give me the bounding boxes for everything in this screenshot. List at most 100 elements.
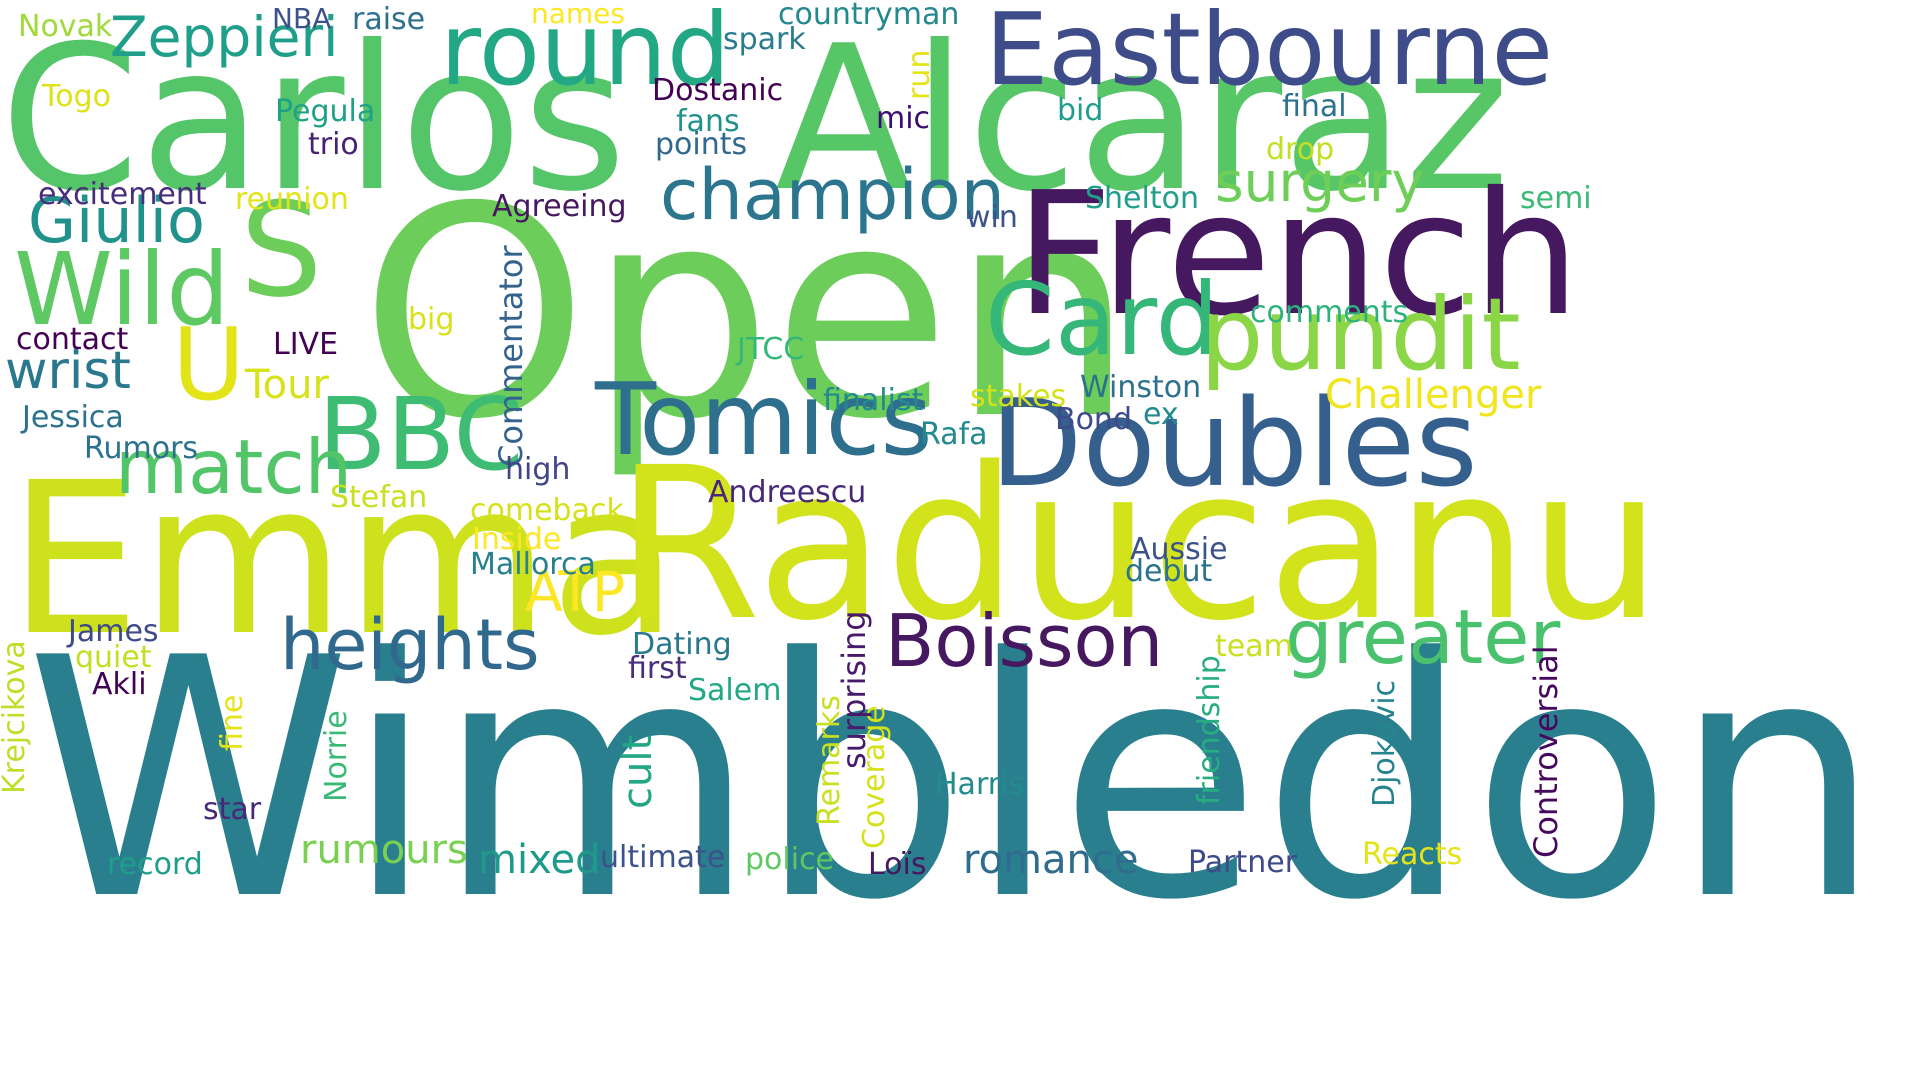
word-run: run <box>902 49 937 100</box>
word-mixed: mixed <box>478 837 601 883</box>
word-surgery: surgery <box>1215 150 1425 214</box>
word-police: police <box>745 842 835 877</box>
word-krejcikova: Krejcikova <box>0 640 32 794</box>
word-high: high <box>505 452 571 487</box>
word-challenger: Challenger <box>1325 372 1542 418</box>
word-ex: ex <box>1143 397 1179 432</box>
word-rumours: rumours <box>300 827 468 873</box>
word-team: team <box>1215 629 1293 664</box>
word-greater: greater <box>1285 593 1561 681</box>
word-harris: Harris <box>935 767 1025 802</box>
word-jtcc: JTCC <box>737 332 805 367</box>
word-ultimate: ultimate <box>600 840 726 875</box>
word-pegula: Pegula <box>275 94 376 129</box>
word-bid: bid <box>1057 93 1104 128</box>
word-s: S <box>240 174 323 326</box>
word-zeppieri: Zeppieri <box>110 5 339 69</box>
word-pundit: pundit <box>1200 276 1521 393</box>
word-dostanic: Dostanic <box>652 73 784 108</box>
word-french: French <box>1015 156 1581 354</box>
word-loi-s: Loïs <box>868 847 927 882</box>
word-excitement: excitement <box>38 177 207 212</box>
word-fine: fine <box>215 694 250 751</box>
word-wimbledon: Wimbledon <box>25 588 1882 972</box>
word-stakes: stakes <box>970 379 1067 414</box>
word-boisson: Boisson <box>885 599 1164 683</box>
word-trio: trio <box>308 127 359 162</box>
word-inside: Inside <box>472 522 562 557</box>
word-stefan: Stefan <box>330 480 428 515</box>
word-names: names <box>531 0 625 30</box>
word-shelton: Shelton <box>1085 181 1199 216</box>
word-record: record <box>107 847 203 882</box>
word-contact: contact <box>16 322 129 357</box>
word-bbc: BBC <box>318 376 524 493</box>
word-final: final <box>1282 89 1347 124</box>
word-partner: Partner <box>1188 845 1298 880</box>
word-spark: spark <box>723 22 806 57</box>
word-quiet: quiet <box>75 640 152 675</box>
word-jessica: Jessica <box>22 400 124 435</box>
word-rumors: Rumors <box>84 431 199 466</box>
word-james: James <box>68 614 159 649</box>
word-emma: Emma <box>8 437 679 682</box>
word-win: win <box>966 200 1018 235</box>
word-live: LIVE <box>273 327 339 362</box>
word-carlos: Carlos <box>0 3 627 236</box>
word-romance: romance <box>963 837 1139 883</box>
word-agreeing: Agreeing <box>492 189 627 224</box>
word-heights: heights <box>280 604 540 686</box>
word-eastbourne: Eastbourne <box>985 0 1554 108</box>
word-bond: Bond <box>1055 402 1132 437</box>
word-doubles: Doubles <box>990 375 1478 514</box>
word-norrie: Norrie <box>319 710 354 802</box>
word-fans: fans <box>676 104 740 139</box>
word-andreescu: Andreescu <box>708 475 867 510</box>
word-comeback: comeback <box>470 493 624 528</box>
word-open: Open <box>360 146 1135 483</box>
word-wrist: wrist <box>5 341 131 401</box>
word-rafa: Rafa <box>920 417 988 452</box>
word-star: star <box>203 792 262 827</box>
word-alcaraz: Alcaraz <box>775 3 1510 236</box>
word-djokovic: Djokovic <box>1367 679 1402 807</box>
word-cult: cult <box>615 734 661 809</box>
word-raducanu: Raducanu <box>615 422 1662 667</box>
word-finalist: finalist <box>823 383 924 418</box>
word-round: round <box>440 0 731 108</box>
word-commentator: Commentator <box>492 245 530 467</box>
word-big: big <box>408 302 455 337</box>
word-raise: raise <box>352 2 426 37</box>
word-controversial: Controversial <box>1527 645 1565 858</box>
word-points: points <box>655 127 748 162</box>
word-comments: comments <box>1250 295 1409 330</box>
word-dating: Dating <box>632 627 732 662</box>
word-champion: champion <box>660 154 1006 236</box>
word-togo: Togo <box>42 79 111 114</box>
word-match: match <box>115 423 353 511</box>
word-first: first <box>628 651 687 686</box>
word-wild: Wild <box>14 231 230 348</box>
word-friendship: friendship <box>1192 655 1227 805</box>
word-surprising: surprising <box>835 610 873 769</box>
word-winston: Winston <box>1080 370 1202 405</box>
word-akli: Akli <box>92 667 147 702</box>
word-mallorca: Mallorca <box>470 547 596 582</box>
word-debut: debut <box>1125 554 1213 589</box>
word-reunion: reunion <box>235 182 349 217</box>
word-countryman: countryman <box>778 0 960 32</box>
word-atp: ATP <box>525 560 626 624</box>
word-card: Card <box>985 261 1219 378</box>
word-reacts: Reacts <box>1362 837 1463 872</box>
word-tomics: Tomics <box>595 361 933 478</box>
word-tour: Tour <box>245 362 329 408</box>
word-nba: NBA <box>272 2 332 35</box>
word-salem: Salem <box>688 673 782 708</box>
word-mic: mic <box>876 101 931 136</box>
word-novak: Novak <box>18 9 113 44</box>
word-giulio: Giulio <box>28 184 205 257</box>
word-u: U <box>172 306 246 423</box>
word-aussie: Aussie <box>1130 532 1228 567</box>
word-drop: drop <box>1266 132 1335 167</box>
